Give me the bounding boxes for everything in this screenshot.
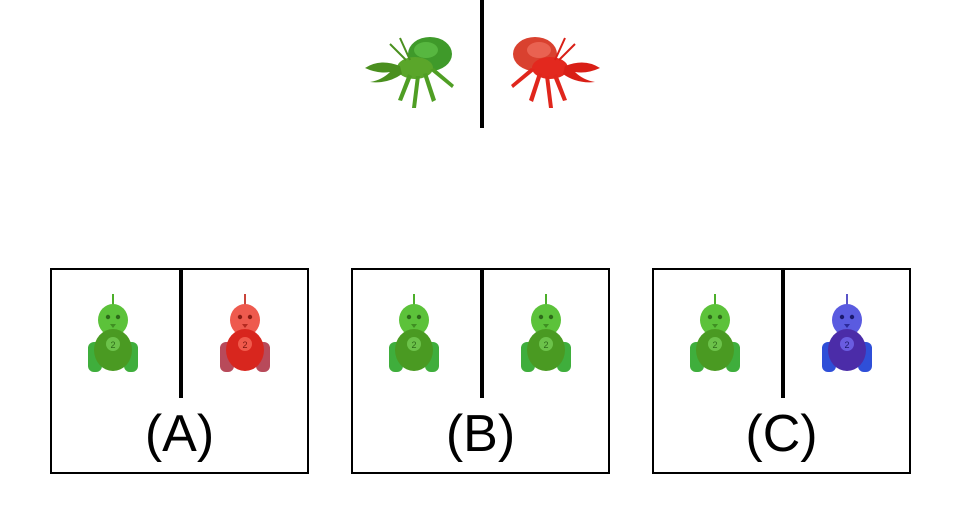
option-divider [480,270,484,398]
green-robot-icon: 2 [389,294,439,372]
green-hermit-crab-icon [365,37,454,108]
option-a[interactable]: 2 2 (A) [50,268,309,474]
svg-text:2: 2 [110,340,115,350]
red-robot-icon: 2 [220,294,270,372]
blue-robot-icon: 2 [822,294,872,372]
svg-text:2: 2 [411,340,416,350]
stimulus-pair [355,0,610,130]
green-robot-icon: 2 [690,294,740,372]
svg-text:2: 2 [844,340,849,350]
option-label: (A) [144,405,215,463]
svg-text:2: 2 [242,340,247,350]
svg-text:2: 2 [543,340,548,350]
option-divider [179,270,183,398]
option-b[interactable]: 2 2 (B) [351,268,610,474]
option-divider [781,270,785,398]
red-hermit-crab-icon [511,37,600,108]
stimulus-divider [480,0,484,128]
svg-text:2: 2 [712,340,717,350]
green-robot-icon: 2 [521,294,571,372]
option-c[interactable]: 2 2 (C) [652,268,911,474]
option-label: (B) [445,405,516,463]
option-label: (C) [745,405,818,463]
green-robot-icon: 2 [88,294,138,372]
